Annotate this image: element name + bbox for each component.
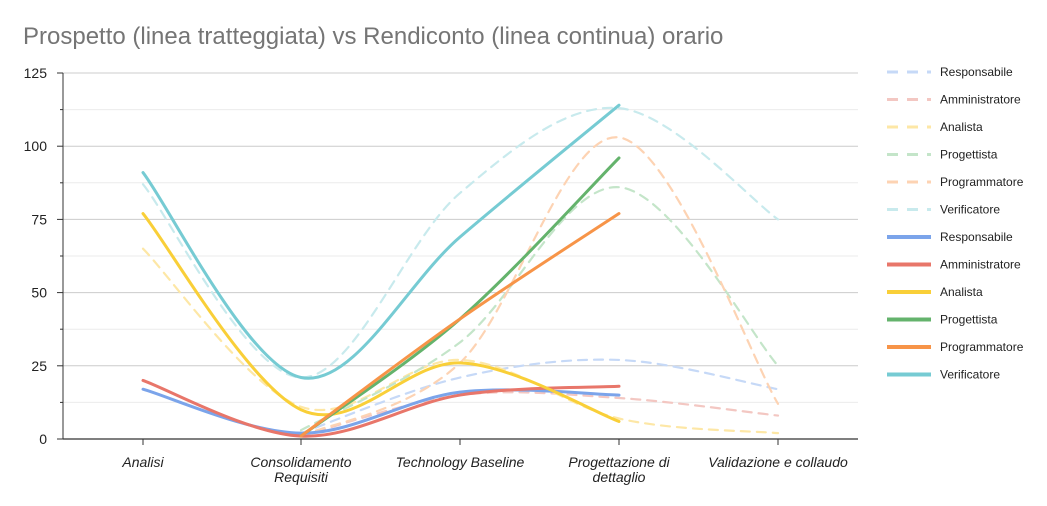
x-tick-label: Progettazione di	[568, 454, 670, 470]
legend-label: Amministratore	[940, 93, 1021, 107]
x-tick-label: Validazione e collaudo	[708, 454, 848, 470]
axes: 0 25 50 75 100 125 Analisi ConsolidamentoRequis…	[24, 65, 858, 485]
series-line-solid-responsabile	[141, 387, 621, 435]
series-line-solid-analista	[141, 212, 621, 423]
legend-label: Responsabile	[940, 230, 1013, 244]
legend-label: Analista	[940, 285, 983, 299]
legend-label: Progettista	[940, 313, 998, 327]
series-line-dashed-amministratore	[299, 391, 780, 438]
legend-label: Verificatore	[940, 203, 1000, 217]
legend-label: Progettista	[940, 148, 998, 162]
x-tick-label: Consolidamento	[250, 454, 351, 470]
legend: Responsabile Amministratore Analista Proget…	[887, 65, 1024, 382]
x-tick-label: Technology Baseline	[396, 454, 525, 470]
y-tick-label: 100	[24, 138, 48, 154]
series-lines	[141, 103, 780, 438]
y-tick-label: 125	[24, 65, 48, 81]
y-tick-label: 50	[31, 285, 47, 301]
legend-label: Amministratore	[940, 258, 1021, 272]
series-line-dashed-verificatore	[141, 106, 780, 379]
legend-label: Programmatore	[940, 175, 1024, 189]
series-line-dashed-analista	[141, 247, 780, 435]
series-line-solid-programmatore	[299, 212, 621, 438]
x-tick-label: Analisi	[121, 454, 164, 470]
series-line-solid-verificatore	[141, 103, 621, 380]
x-tick-label: dettaglio	[593, 469, 646, 485]
legend-label: Verificatore	[940, 368, 1000, 382]
chart-title: Prospetto (linea tratteggiata) vs Rendic…	[23, 23, 723, 50]
y-tick-label: 0	[39, 431, 47, 447]
legend-label: Programmatore	[940, 340, 1024, 354]
legend-label: Responsabile	[940, 65, 1013, 79]
y-tick-label: 25	[31, 358, 47, 374]
legend-label: Analista	[940, 120, 983, 134]
x-tick-label: Requisiti	[274, 469, 329, 485]
y-tick-label: 75	[31, 211, 47, 227]
series-line-dashed-programmatore	[299, 136, 780, 438]
series-line-dashed-progettista	[299, 186, 780, 432]
series-line-dashed-responsabile	[299, 358, 780, 435]
